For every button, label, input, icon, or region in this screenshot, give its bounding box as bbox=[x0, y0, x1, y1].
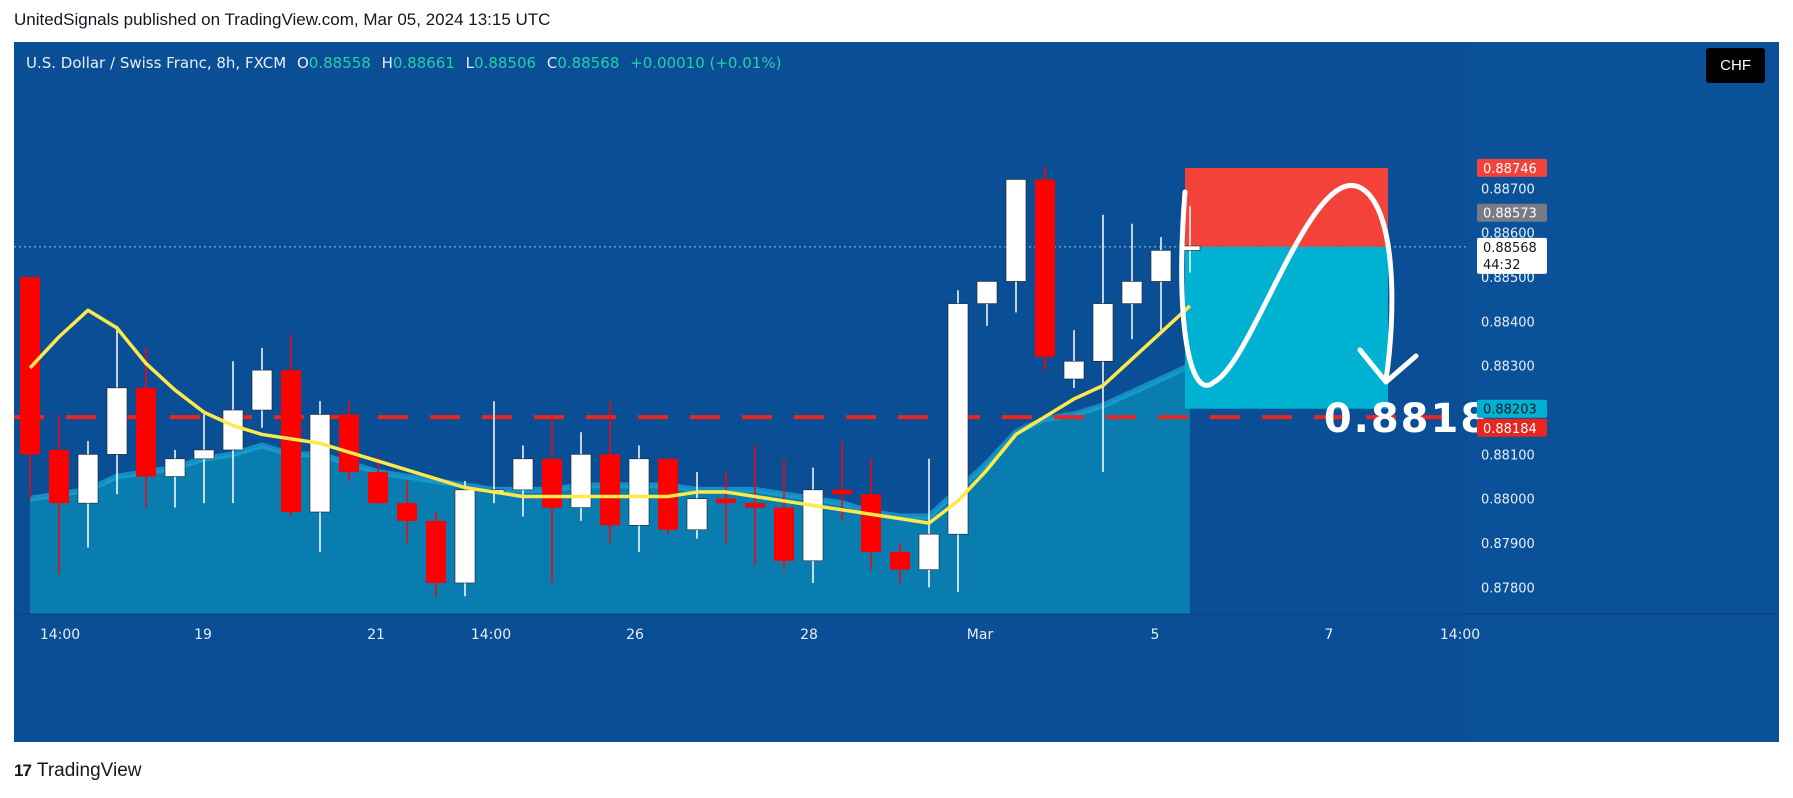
candle bbox=[861, 494, 881, 552]
time-tick-label: 19 bbox=[194, 627, 212, 643]
close-value: 0.88568 bbox=[557, 54, 620, 72]
price-tick-label: 0.88500 bbox=[1481, 271, 1535, 286]
candle bbox=[309, 414, 331, 513]
time-tick-label: 26 bbox=[626, 627, 644, 643]
bar-countdown: 44:32 bbox=[1483, 258, 1520, 273]
candle bbox=[339, 414, 359, 473]
price-tag-support-bg bbox=[1477, 418, 1547, 437]
time-tick-label: 28 bbox=[800, 627, 818, 643]
candle bbox=[426, 520, 446, 583]
price-tick-label: 0.88100 bbox=[1481, 448, 1535, 463]
candle bbox=[542, 458, 562, 508]
candle bbox=[686, 498, 708, 531]
price-tag-last-bg bbox=[1477, 237, 1547, 274]
price-tag-target-bg bbox=[1477, 399, 1547, 418]
candle bbox=[454, 489, 476, 584]
currency-button[interactable]: CHF bbox=[1706, 48, 1765, 83]
candle bbox=[281, 370, 301, 513]
price-tick-label: 0.87900 bbox=[1481, 537, 1535, 552]
projection-curve bbox=[1179, 183, 1395, 388]
candle bbox=[1092, 303, 1114, 362]
price-tick-label: 0.88000 bbox=[1481, 493, 1535, 508]
candle bbox=[658, 458, 678, 530]
open-value: 0.88558 bbox=[308, 54, 371, 72]
candle bbox=[106, 387, 128, 455]
price-chart-svg[interactable]: 0.88180.887000.886000.885000.884000.8830… bbox=[14, 42, 1779, 742]
time-tick-label: 14:00 bbox=[1440, 627, 1480, 643]
moving-average-line bbox=[28, 304, 1192, 525]
chart-background bbox=[14, 42, 1779, 742]
projection-arrow-icon bbox=[1357, 347, 1419, 385]
symbol-name[interactable]: U.S. Dollar / Swiss Franc, 8h, FXCM bbox=[26, 54, 287, 72]
time-tick-label: 7 bbox=[1325, 627, 1334, 643]
price-tag-stop: 0.88746 bbox=[1483, 162, 1537, 177]
candle bbox=[802, 489, 824, 562]
candle bbox=[1005, 179, 1027, 282]
candle bbox=[774, 507, 794, 561]
price-tick-label: 0.88300 bbox=[1481, 360, 1535, 375]
candle bbox=[368, 472, 388, 504]
candle bbox=[222, 409, 244, 451]
publish-header: UnitedSignals published on TradingView.c… bbox=[14, 10, 551, 29]
chart-pane[interactable]: 0.8818 0.88700 0.88600 0.88500 0.88400 0.8830… bbox=[14, 42, 1779, 742]
candle bbox=[832, 489, 852, 495]
candle bbox=[77, 454, 99, 504]
tradingview-brand[interactable]: TradingView bbox=[36, 760, 142, 781]
price-tick-label: 0.87800 bbox=[1481, 581, 1535, 596]
candle bbox=[918, 533, 940, 570]
candle bbox=[947, 303, 969, 535]
candle bbox=[570, 454, 592, 508]
time-tick-label: 14:00 bbox=[471, 627, 511, 643]
price-tag-target: 0.88203 bbox=[1483, 403, 1537, 418]
candle bbox=[136, 387, 156, 477]
candle bbox=[251, 369, 273, 411]
target-annotation: 0.8818 bbox=[1324, 396, 1490, 442]
close-label: C bbox=[546, 54, 558, 72]
change-value: +0.00010 (+0.01%) bbox=[630, 54, 782, 72]
time-tick-label: 21 bbox=[367, 627, 385, 643]
price-tag-prev-close-bg bbox=[1477, 203, 1547, 222]
price-tag-last: 0.88568 bbox=[1483, 241, 1537, 256]
price-tag-support: 0.88184 bbox=[1483, 422, 1537, 437]
candle bbox=[1121, 281, 1143, 304]
low-label: L bbox=[465, 54, 475, 72]
open-label: O bbox=[296, 54, 309, 72]
candle bbox=[164, 458, 186, 477]
candle bbox=[890, 551, 910, 570]
candle bbox=[193, 449, 215, 460]
time-tick-label: 5 bbox=[1151, 627, 1160, 643]
price-axis-background bbox=[1469, 42, 1779, 742]
candle bbox=[397, 503, 417, 521]
candle bbox=[745, 503, 765, 508]
high-value: 0.88661 bbox=[392, 54, 455, 72]
price-tag-stop-bg bbox=[1477, 158, 1547, 177]
stop-loss-zone bbox=[1185, 167, 1388, 247]
price-tag-prev-close: 0.88573 bbox=[1483, 207, 1537, 222]
symbol-legend: U.S. Dollar / Swiss Franc, 8h, FXCM O0.8… bbox=[26, 54, 781, 72]
candle bbox=[716, 498, 736, 504]
candle bbox=[600, 454, 620, 526]
low-value: 0.88506 bbox=[474, 54, 537, 72]
high-label: H bbox=[381, 54, 393, 72]
candle bbox=[628, 458, 650, 526]
target-zone bbox=[1185, 246, 1388, 409]
candle bbox=[976, 281, 998, 304]
footer: 17 TradingView bbox=[14, 760, 141, 782]
time-tick-label: Mar bbox=[967, 627, 994, 643]
time-tick-label: 14:00 bbox=[40, 627, 80, 643]
candle bbox=[49, 449, 69, 504]
price-tick-label: 0.88700 bbox=[1481, 182, 1535, 197]
tradingview-logo-icon[interactable]: 17 bbox=[14, 761, 32, 780]
candle bbox=[1035, 179, 1055, 357]
price-tick-label: 0.88400 bbox=[1481, 315, 1535, 330]
candle bbox=[1150, 250, 1172, 282]
candle bbox=[1063, 360, 1085, 380]
candle bbox=[512, 458, 534, 491]
